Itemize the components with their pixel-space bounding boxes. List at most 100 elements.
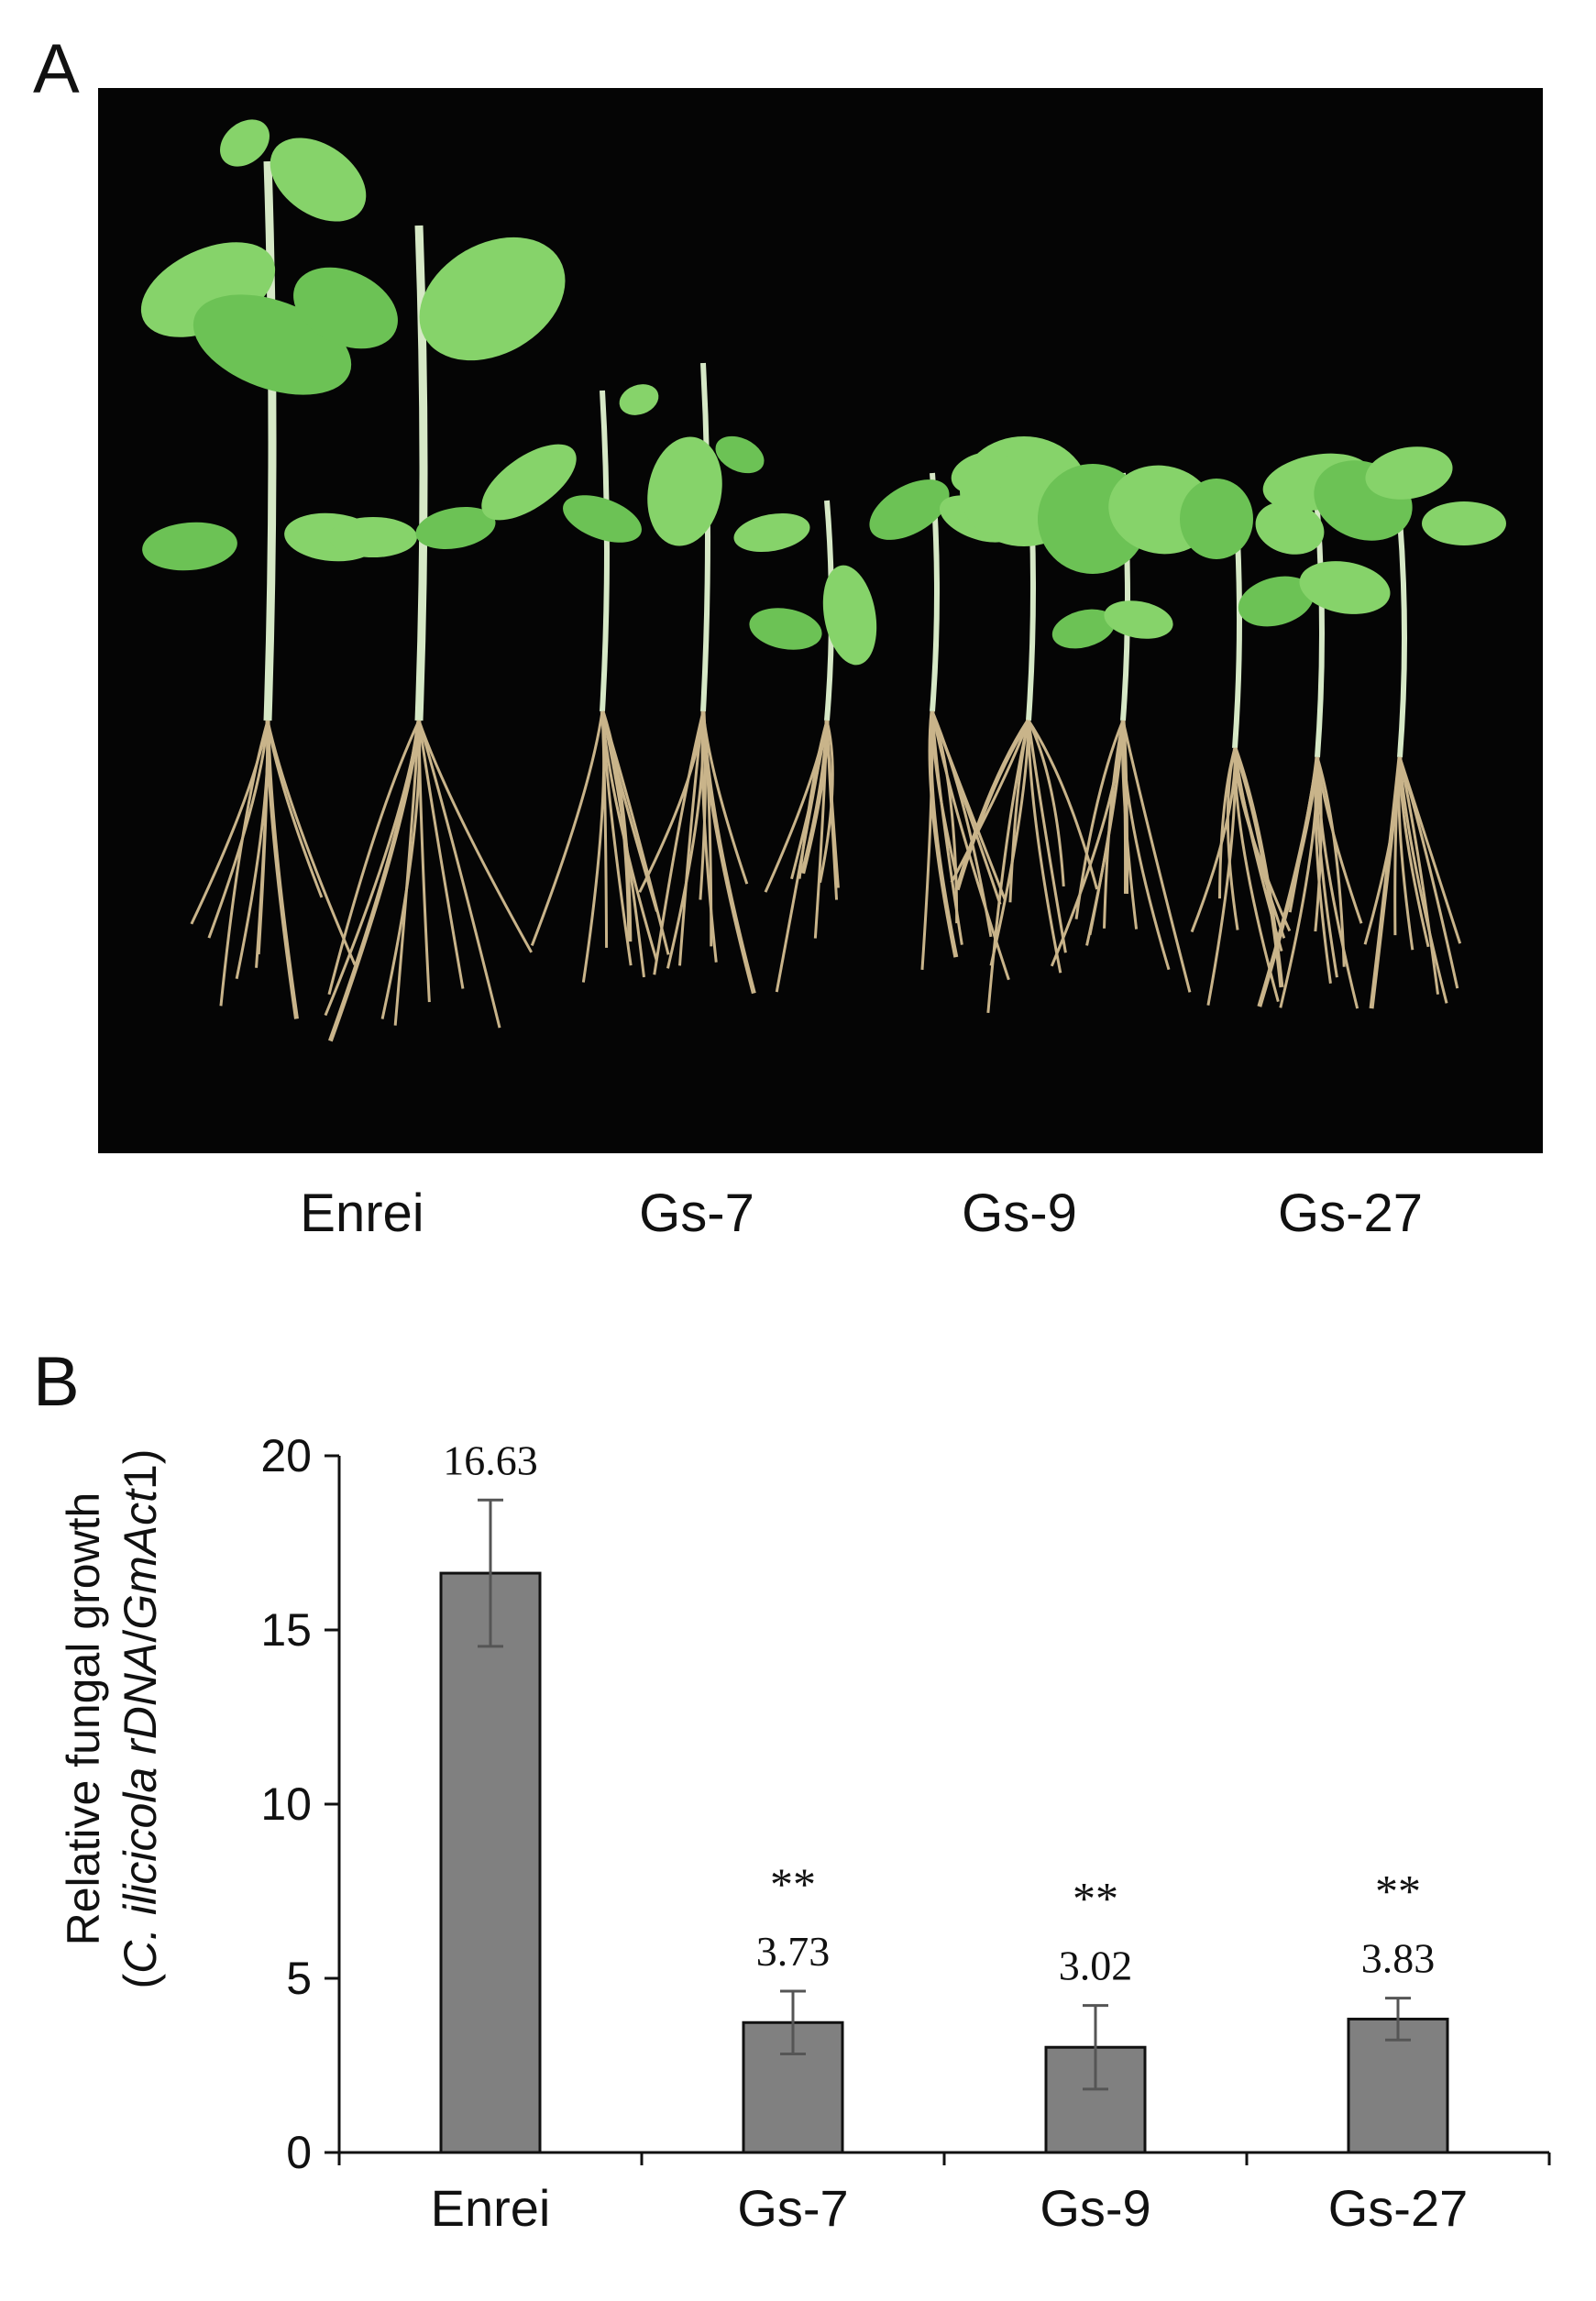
- data-label: 3.02: [1059, 1943, 1133, 1989]
- leaf-shape: [1365, 446, 1453, 500]
- root-strand: [1233, 747, 1283, 952]
- root-strand: [417, 720, 465, 989]
- leaf-shape: [1255, 501, 1325, 555]
- stem: [600, 390, 610, 712]
- root-strand: [255, 720, 270, 968]
- leaf-shape: [329, 517, 417, 557]
- root-strand: [1027, 720, 1065, 887]
- root-strand: [393, 720, 421, 1026]
- leaf-shape: [1051, 609, 1116, 649]
- root-strand: [677, 710, 705, 966]
- leaf-shape: [647, 436, 722, 546]
- y-tick-label: 20: [260, 1430, 312, 1481]
- data-label: 3.73: [756, 1928, 831, 1975]
- leaf-shape: [270, 138, 367, 222]
- root-strand: [219, 720, 270, 1007]
- photo-label-gs9: Gs-9: [962, 1184, 1077, 1243]
- root-strand: [819, 720, 834, 884]
- root-strand: [600, 710, 645, 978]
- leaf-shape: [220, 119, 270, 167]
- error-bar-gs-27: [1385, 1997, 1411, 2042]
- x-tick-label: Enrei: [431, 2179, 551, 2237]
- leaf-shape: [1180, 479, 1253, 559]
- root-strand: [1217, 747, 1237, 899]
- chart-labels: 16.63 Enrei 3.73 ** Gs-7 3.02 ** Gs-9 3.83 ** Gs-2…: [431, 1437, 1469, 2237]
- panel-b-letter: B: [33, 1343, 80, 1421]
- y-tick-label: 0: [286, 2127, 312, 2178]
- root-strand: [1315, 756, 1346, 967]
- root-strand: [1279, 756, 1319, 1008]
- root-strand: [530, 710, 604, 946]
- bar-enrei: [439, 1571, 542, 2154]
- root-strand: [950, 720, 1030, 884]
- leaf-shape: [1104, 600, 1173, 639]
- photo-label-gs27: Gs-27: [1278, 1184, 1423, 1243]
- error-bar-gs-9: [1083, 2004, 1108, 2091]
- leaf-shape: [293, 267, 398, 349]
- significance-marker: **: [1375, 1866, 1421, 1917]
- photo-label-enrei: Enrei: [300, 1184, 424, 1243]
- stem: [700, 362, 710, 712]
- leaf-shape: [481, 444, 577, 521]
- significance-marker: **: [1073, 1873, 1118, 1924]
- y-tick-label: 10: [260, 1778, 312, 1830]
- root-strand: [653, 710, 705, 975]
- root-strand: [600, 710, 609, 948]
- y-axis-title-line1: Relative fungal growth: [58, 1492, 109, 1946]
- root-strand: [928, 710, 959, 958]
- root-strand: [986, 720, 1030, 1013]
- data-label: 16.63: [443, 1437, 538, 1483]
- x-tick-label: Gs-9: [1040, 2179, 1150, 2237]
- root-strand: [666, 710, 705, 969]
- leaf-shape: [951, 451, 1015, 495]
- stem: [263, 160, 277, 721]
- x-tick-label: Gs-27: [1328, 2179, 1469, 2237]
- root-strand: [1315, 756, 1363, 924]
- root-strand: [930, 710, 1007, 900]
- root-strand: [954, 719, 1031, 891]
- root-strand: [1288, 756, 1319, 913]
- root-strand: [600, 710, 670, 955]
- data-label: 3.83: [1361, 1935, 1436, 1982]
- root-strand: [1074, 720, 1125, 919]
- stem: [1397, 518, 1407, 758]
- y-tick-label: 15: [260, 1604, 312, 1656]
- leaf-shape: [733, 512, 810, 553]
- leaf-shape: [415, 507, 496, 549]
- chart-bars: [439, 1498, 1449, 2154]
- error-bar-enrei: [478, 1498, 503, 1648]
- root-strand: [1397, 756, 1414, 951]
- leaf-shape: [715, 435, 765, 474]
- root-strand: [417, 720, 501, 1029]
- root-strand: [417, 720, 534, 953]
- root-strand: [266, 720, 324, 898]
- root-strand: [207, 720, 270, 939]
- leaf-shape: [822, 565, 877, 666]
- panel-a-letter: A: [33, 30, 80, 108]
- root-strand: [380, 720, 422, 1019]
- root-strand: [1103, 720, 1125, 929]
- leaf-shape: [142, 522, 237, 571]
- photo-label-gs7: Gs-7: [639, 1184, 754, 1243]
- x-tick-label: Gs-7: [737, 2179, 848, 2237]
- root-strand: [813, 720, 829, 939]
- root-strand: [1027, 720, 1062, 974]
- leaf-shape: [749, 608, 822, 650]
- root-strand: [1121, 720, 1192, 993]
- significance-marker: **: [770, 1858, 816, 1910]
- leaf-shape: [1299, 561, 1391, 614]
- root-strand: [1398, 756, 1440, 995]
- seedling-photo: [98, 88, 1543, 1153]
- root-strand: [327, 720, 421, 996]
- y-tick-label: 5: [286, 1953, 312, 2004]
- root-strand: [798, 720, 829, 879]
- leaf-shape: [419, 237, 566, 361]
- root-strand: [1190, 747, 1237, 933]
- leaf-shape: [1238, 576, 1315, 627]
- stem: [414, 225, 428, 721]
- error-bar-gs-7: [780, 1989, 806, 2055]
- root-strand: [1121, 720, 1171, 971]
- root-strand: [1398, 756, 1448, 1004]
- fungal-growth-bar-chart: Relative fungal growth (C. ilicicola rDN…: [58, 1430, 1551, 2237]
- leaf-shape: [869, 479, 950, 540]
